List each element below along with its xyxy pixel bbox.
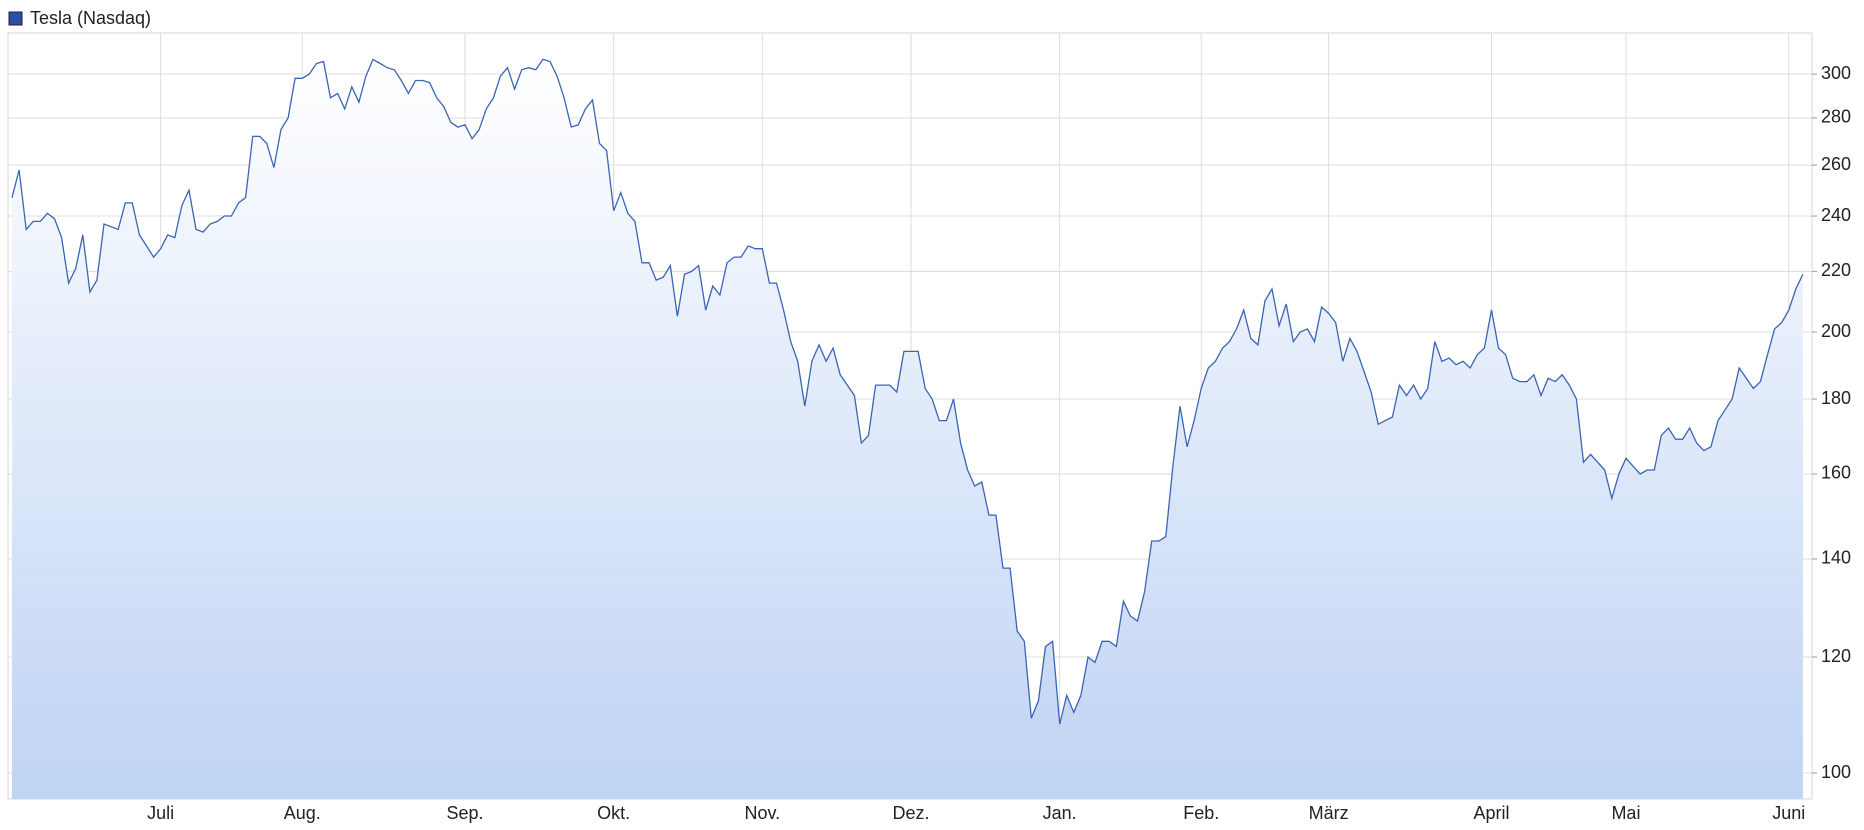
x-tick-label: Dez. — [892, 803, 929, 823]
y-tick-label: 160 — [1821, 463, 1851, 483]
x-tick-label: Feb. — [1183, 803, 1219, 823]
y-tick-label: 140 — [1821, 548, 1851, 568]
x-tick-label: Jan. — [1043, 803, 1077, 823]
y-tick-label: 100 — [1821, 762, 1851, 782]
x-tick-label: Okt. — [597, 803, 630, 823]
legend-swatch — [8, 11, 23, 26]
area-fill — [12, 59, 1803, 799]
x-tick-label: April — [1473, 803, 1509, 823]
y-tick-label: 240 — [1821, 205, 1851, 225]
x-tick-label: Mai — [1611, 803, 1640, 823]
x-tick-label: Nov. — [745, 803, 781, 823]
y-tick-label: 300 — [1821, 63, 1851, 83]
price-line — [11, 58, 1804, 725]
x-tick-label: Juni — [1772, 803, 1805, 823]
y-tick-label: 120 — [1821, 646, 1851, 666]
x-tick-label: Aug. — [284, 803, 321, 823]
y-tick-label: 280 — [1821, 107, 1851, 127]
y-tick-label: 180 — [1821, 388, 1851, 408]
y-tick-label: 200 — [1821, 321, 1851, 341]
y-tick-label: 220 — [1821, 260, 1851, 280]
x-tick-label: Juli — [147, 803, 174, 823]
x-tick-label: März — [1309, 803, 1349, 823]
legend-label: Tesla (Nasdaq) — [30, 8, 151, 28]
x-tick-label: Sep. — [447, 803, 484, 823]
y-tick-label: 260 — [1821, 154, 1851, 174]
